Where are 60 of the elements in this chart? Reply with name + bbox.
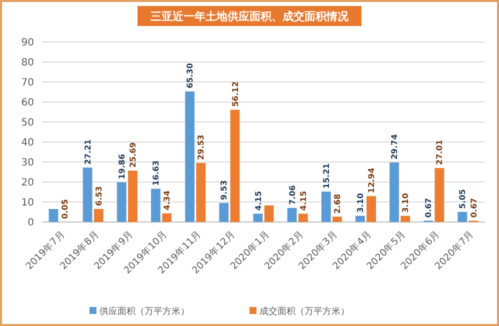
y-tick-label: 40: [21, 138, 34, 148]
data-label: 0.05: [60, 198, 70, 219]
bar: [82, 168, 92, 222]
data-label: 12.94: [367, 167, 376, 194]
data-label: 0.67: [469, 198, 478, 218]
bar: [219, 202, 229, 222]
legend-label: 成交面积（万平方米）: [260, 306, 350, 317]
bar: [458, 212, 468, 222]
bar: [230, 110, 240, 222]
data-label: 25.69: [128, 142, 138, 168]
bar: [185, 91, 195, 222]
data-label: 29.74: [390, 134, 400, 160]
data-label: 4.15: [254, 190, 263, 211]
data-label: 3.10: [356, 192, 365, 213]
bar: [400, 216, 410, 222]
bar: [321, 192, 331, 222]
y-tick-label: 90: [21, 38, 34, 48]
y-tick-label: 70: [21, 78, 34, 88]
y-tick-label: 20: [21, 178, 34, 188]
bar: [287, 208, 297, 222]
bar: [366, 196, 376, 222]
data-label: 27.01: [435, 139, 444, 165]
y-tick-label: 60: [21, 98, 34, 108]
data-label: 5.05: [458, 188, 468, 209]
bar: [48, 209, 58, 222]
data-label: 4.34: [162, 190, 172, 210]
data-label: 29.53: [196, 134, 206, 160]
chart-title: 三亚近一年土地供应面积、成交面积情况: [150, 10, 350, 23]
bar: [264, 205, 274, 222]
bar: [253, 214, 263, 222]
data-label: 15.21: [322, 162, 331, 189]
legend-label: 供应面积（万平方米）: [100, 306, 190, 317]
y-tick-label: 30: [21, 158, 34, 168]
bar: [162, 213, 172, 222]
bar: [332, 216, 342, 222]
y-tick-label: 50: [21, 118, 34, 128]
bar: [196, 162, 206, 222]
bar: [94, 208, 104, 222]
data-label: 16.63: [152, 160, 161, 186]
bar: [151, 188, 160, 222]
bar: [355, 216, 365, 222]
data-label: 6.53: [94, 186, 104, 206]
bar: [390, 162, 399, 222]
y-tick-label: 80: [21, 58, 34, 68]
data-label: 3.10: [401, 192, 410, 213]
y-tick-label: 0: [28, 218, 34, 228]
data-label: 9.53: [220, 180, 229, 200]
data-label: 7.06: [288, 184, 297, 205]
data-label: 65.30: [186, 62, 195, 88]
data-label: 2.68: [333, 193, 342, 214]
bar: [298, 214, 308, 222]
data-label: 19.86: [117, 154, 126, 180]
y-tick-label: 10: [21, 198, 34, 208]
bar: [128, 170, 138, 222]
data-label: 56.12: [230, 81, 240, 107]
bar: [434, 168, 444, 222]
data-label: 27.21: [83, 138, 92, 165]
data-label: 4.15: [298, 190, 308, 211]
data-label: 0.67: [424, 198, 434, 218]
bar: [116, 182, 126, 222]
